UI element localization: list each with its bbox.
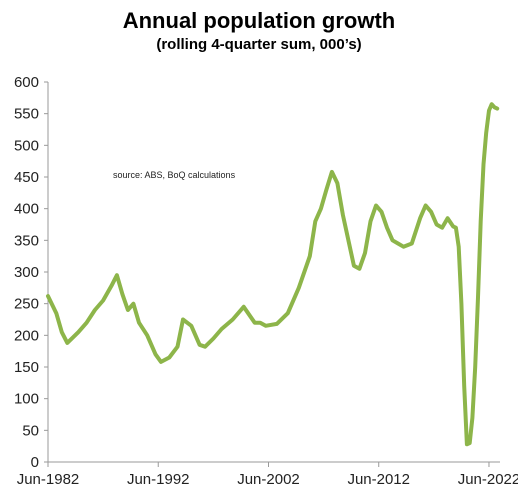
y-tick-label: 500	[14, 137, 39, 154]
x-tick-label: Jun-2002	[237, 471, 300, 488]
y-tick-label: 300	[14, 264, 39, 281]
y-tick-label: 250	[14, 296, 39, 313]
y-tick-label: 400	[14, 201, 39, 218]
x-tick-label: Jun-2012	[347, 471, 410, 488]
chart-title: Annual population growth	[122, 8, 396, 33]
y-tick-label: 100	[14, 391, 39, 408]
y-tick-label: 350	[14, 232, 39, 249]
y-tick-label: 150	[14, 359, 39, 376]
y-tick-label: 550	[14, 106, 39, 123]
population-growth-line	[46, 102, 500, 447]
y-tick-label: 200	[14, 327, 39, 344]
x-tick-label: Jun-2022	[458, 471, 518, 488]
x-tick-label: Jun-1992	[127, 471, 190, 488]
y-tick-label: 600	[14, 74, 39, 91]
x-tick-label: Jun-1982	[17, 471, 80, 488]
y-tick-label: 0	[31, 454, 39, 471]
y-tick-label: 450	[14, 169, 39, 186]
source-annotation: source: ABS, BoQ calculations	[113, 170, 236, 180]
y-tick-label: 50	[22, 422, 39, 439]
chart-subtitle: (rolling 4-quarter sum, 000’s)	[156, 36, 362, 53]
